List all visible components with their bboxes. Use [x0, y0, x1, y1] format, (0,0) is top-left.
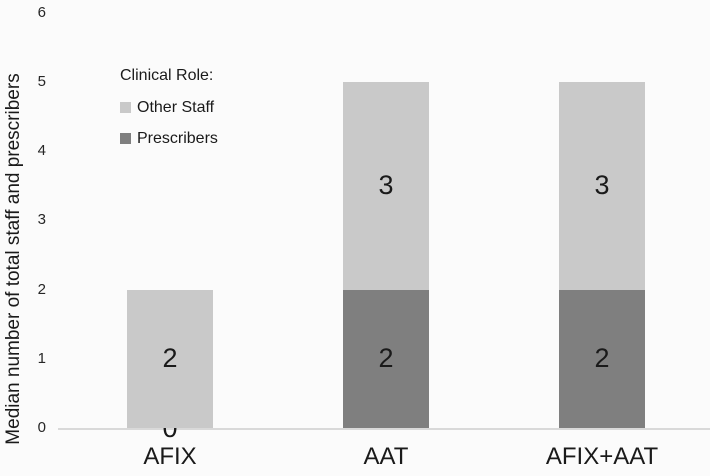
data-label-prescribers: 2: [378, 343, 394, 374]
bar-segment-prescribers: 2: [343, 289, 429, 428]
bar-segment-other-staff: 2: [127, 289, 213, 428]
bar-segment-other-staff: 3: [343, 82, 429, 290]
x-category-label: AAT: [363, 443, 409, 470]
x-axis-line: [58, 428, 710, 430]
x-category-label: AFIX+AAT: [545, 443, 659, 470]
data-label-other-staff: 3: [378, 170, 394, 201]
y-tick-label: 4: [37, 142, 46, 160]
y-tick-label: 3: [37, 211, 46, 229]
y-tick-label: 2: [37, 280, 46, 298]
legend: Clinical Role: Other Staff Prescribers: [120, 66, 218, 147]
data-label-other-staff: 2: [162, 343, 178, 374]
legend-title: Clinical Role:: [120, 67, 214, 84]
x-category-label: AFIX: [143, 443, 197, 470]
legend-item-other-staff: Other Staff: [120, 99, 218, 116]
legend-item-label: Prescribers: [137, 130, 218, 147]
y-tick-label: 0: [37, 419, 46, 436]
legend-item-label: Other Staff: [137, 99, 215, 116]
data-label-other-staff: 3: [594, 170, 610, 201]
other-staff-swatch-icon: [120, 102, 131, 113]
y-tick-label: 6: [37, 3, 46, 21]
y-axis-title: Median number of total staff and prescri…: [3, 73, 24, 445]
prescribers-swatch-icon: [120, 133, 131, 144]
y-tick-label: 5: [37, 73, 46, 91]
bar-segment-prescribers: 2: [559, 289, 645, 428]
legend-item-prescribers: Prescribers: [120, 130, 218, 147]
data-label-prescribers: 2: [594, 343, 610, 374]
bar-segment-other-staff: 3: [559, 82, 645, 290]
y-tick-label: 1: [37, 349, 46, 367]
